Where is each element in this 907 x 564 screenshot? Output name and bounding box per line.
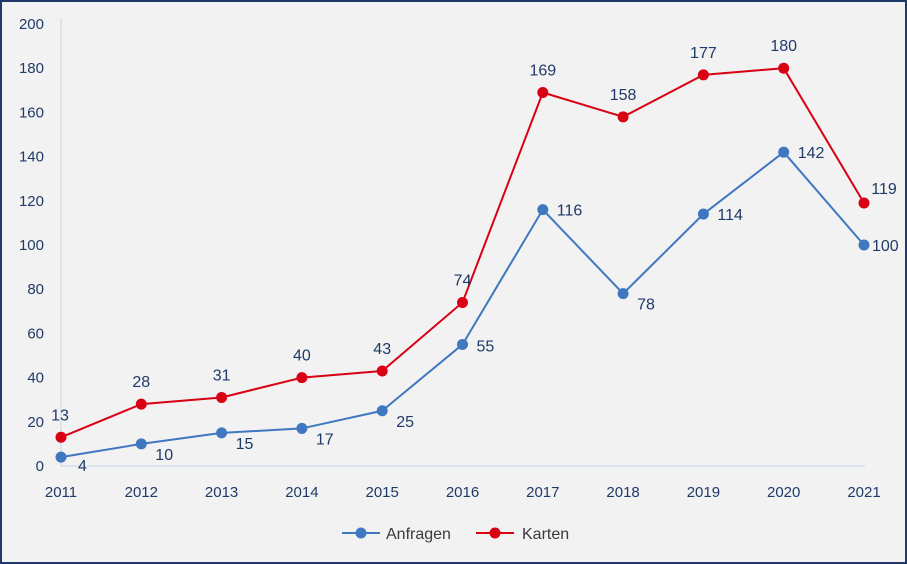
data-point: [858, 197, 870, 209]
data-label: 169: [529, 63, 556, 80]
data-label: 55: [477, 338, 495, 355]
series-line: [60, 67, 865, 439]
data-label: 142: [798, 145, 825, 162]
x-tick-label: 2015: [366, 484, 399, 501]
data-label: 100: [872, 238, 899, 255]
legend-marker: [489, 527, 501, 539]
data-label: 31: [213, 367, 231, 384]
x-tick-label: 2020: [767, 484, 800, 501]
data-point: [55, 451, 67, 463]
y-tick-label: 0: [36, 458, 44, 475]
data-point: [296, 422, 308, 434]
x-tick-label: 2021: [847, 484, 880, 501]
data-point: [216, 391, 228, 403]
data-label: 10: [155, 447, 173, 464]
y-tick-label: 40: [27, 370, 44, 387]
x-tick-label: 2014: [285, 484, 318, 501]
data-point: [537, 87, 549, 99]
data-point: [778, 146, 790, 158]
data-point: [858, 239, 870, 251]
data-point: [617, 288, 629, 300]
data-label: 17: [316, 431, 334, 448]
x-tick-label: 2016: [446, 484, 479, 501]
data-point: [135, 438, 147, 450]
data-label: 43: [373, 341, 391, 358]
data-label: 78: [637, 297, 655, 314]
y-tick-label: 20: [27, 414, 44, 431]
y-tick-label: 80: [27, 281, 44, 298]
data-point: [697, 208, 709, 220]
data-point: [376, 365, 388, 377]
data-label: 177: [690, 45, 717, 62]
legend-marker: [355, 527, 367, 539]
data-point: [135, 398, 147, 410]
data-label: 28: [132, 374, 150, 391]
data-point: [216, 427, 228, 439]
data-label: 180: [770, 38, 797, 55]
y-tick-label: 60: [27, 325, 44, 342]
x-tick-label: 2012: [125, 484, 158, 501]
data-label: 4: [78, 458, 87, 475]
x-tick-label: 2011: [45, 484, 77, 501]
data-point: [55, 431, 67, 443]
data-label: 158: [610, 87, 637, 104]
data-label: 119: [871, 181, 897, 198]
data-point: [697, 69, 709, 81]
data-label: 15: [236, 436, 254, 453]
y-tick-label: 160: [19, 104, 44, 121]
data-label: 116: [557, 203, 583, 220]
y-tick-label: 200: [19, 16, 44, 33]
data-point: [457, 296, 468, 308]
data-label: 25: [396, 414, 414, 431]
data-point: [296, 372, 308, 384]
data-label: 40: [293, 348, 311, 365]
y-tick-label: 140: [19, 149, 44, 166]
data-label: 74: [454, 272, 472, 289]
data-label: 13: [51, 407, 69, 424]
x-tick-label: 2017: [526, 484, 559, 501]
y-tick-label: 180: [19, 60, 44, 77]
data-point: [376, 405, 388, 417]
legend-label: Karten: [522, 526, 569, 543]
data-point: [617, 111, 629, 123]
x-tick-label: 2013: [205, 484, 238, 501]
data-point: [537, 204, 549, 216]
data-point: [457, 338, 468, 350]
data-point: [778, 62, 790, 74]
legend-label: Anfragen: [386, 526, 451, 543]
y-tick-label: 120: [19, 193, 44, 210]
y-tick-label: 100: [19, 237, 44, 254]
x-tick-label: 2018: [606, 484, 639, 501]
x-tick-label: 2019: [687, 484, 720, 501]
data-label: 114: [717, 207, 743, 224]
